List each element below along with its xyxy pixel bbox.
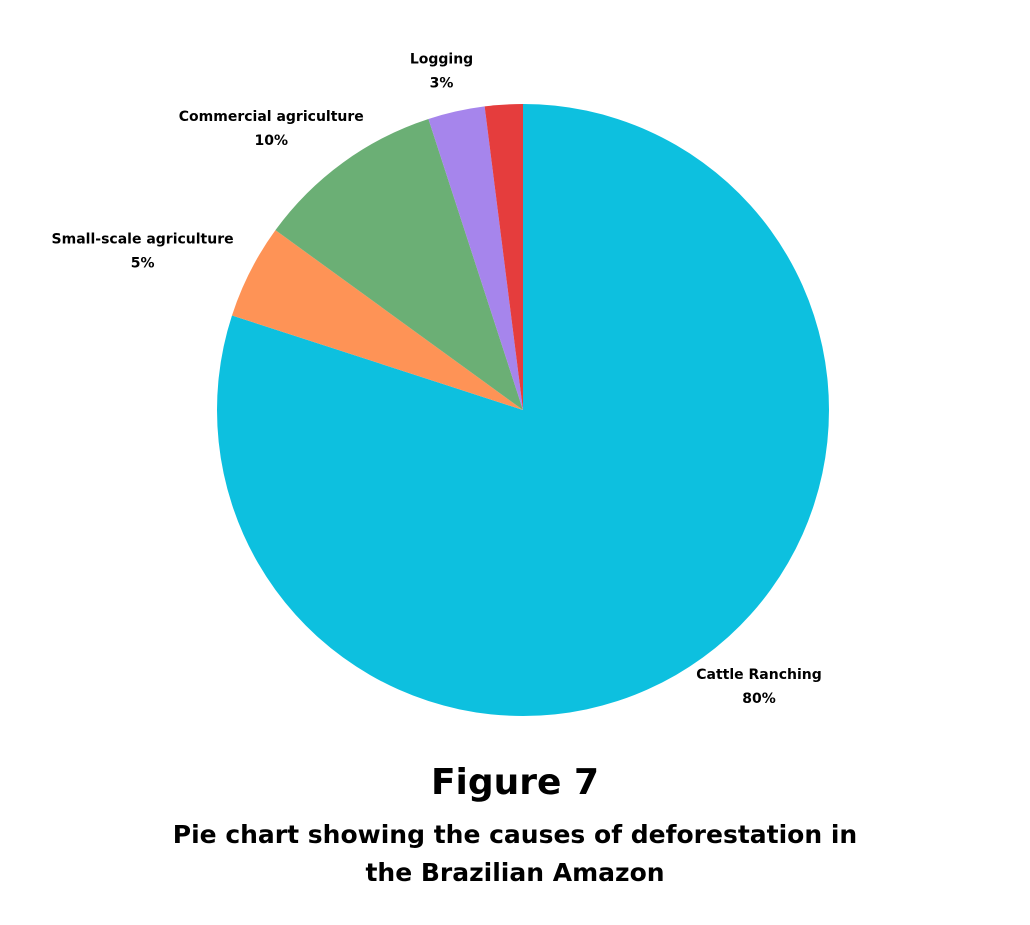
slice-label: Commercial agriculture bbox=[179, 109, 364, 125]
slice-label: Logging bbox=[410, 51, 473, 67]
slice-value-label: 3% bbox=[430, 75, 454, 91]
pie-slice bbox=[428, 106, 523, 410]
slice-value-label: 5% bbox=[131, 255, 155, 271]
slice-label: Cattle Ranching bbox=[696, 667, 822, 683]
chart: Cattle Ranching 80% Small-scale agricultur… bbox=[52, 51, 829, 716]
slice-value-label: 10% bbox=[255, 133, 289, 149]
slice-value-label: 80% bbox=[742, 691, 776, 707]
pie-slice bbox=[484, 104, 523, 410]
pie-slice bbox=[275, 118, 523, 410]
pie-slice bbox=[231, 230, 524, 410]
slice-label: Small-scale agriculture bbox=[52, 231, 234, 247]
chart-title: Figure 7 bbox=[430, 762, 600, 803]
chart-subtitle: Pie chart showing the causes of deforest… bbox=[172, 820, 858, 887]
